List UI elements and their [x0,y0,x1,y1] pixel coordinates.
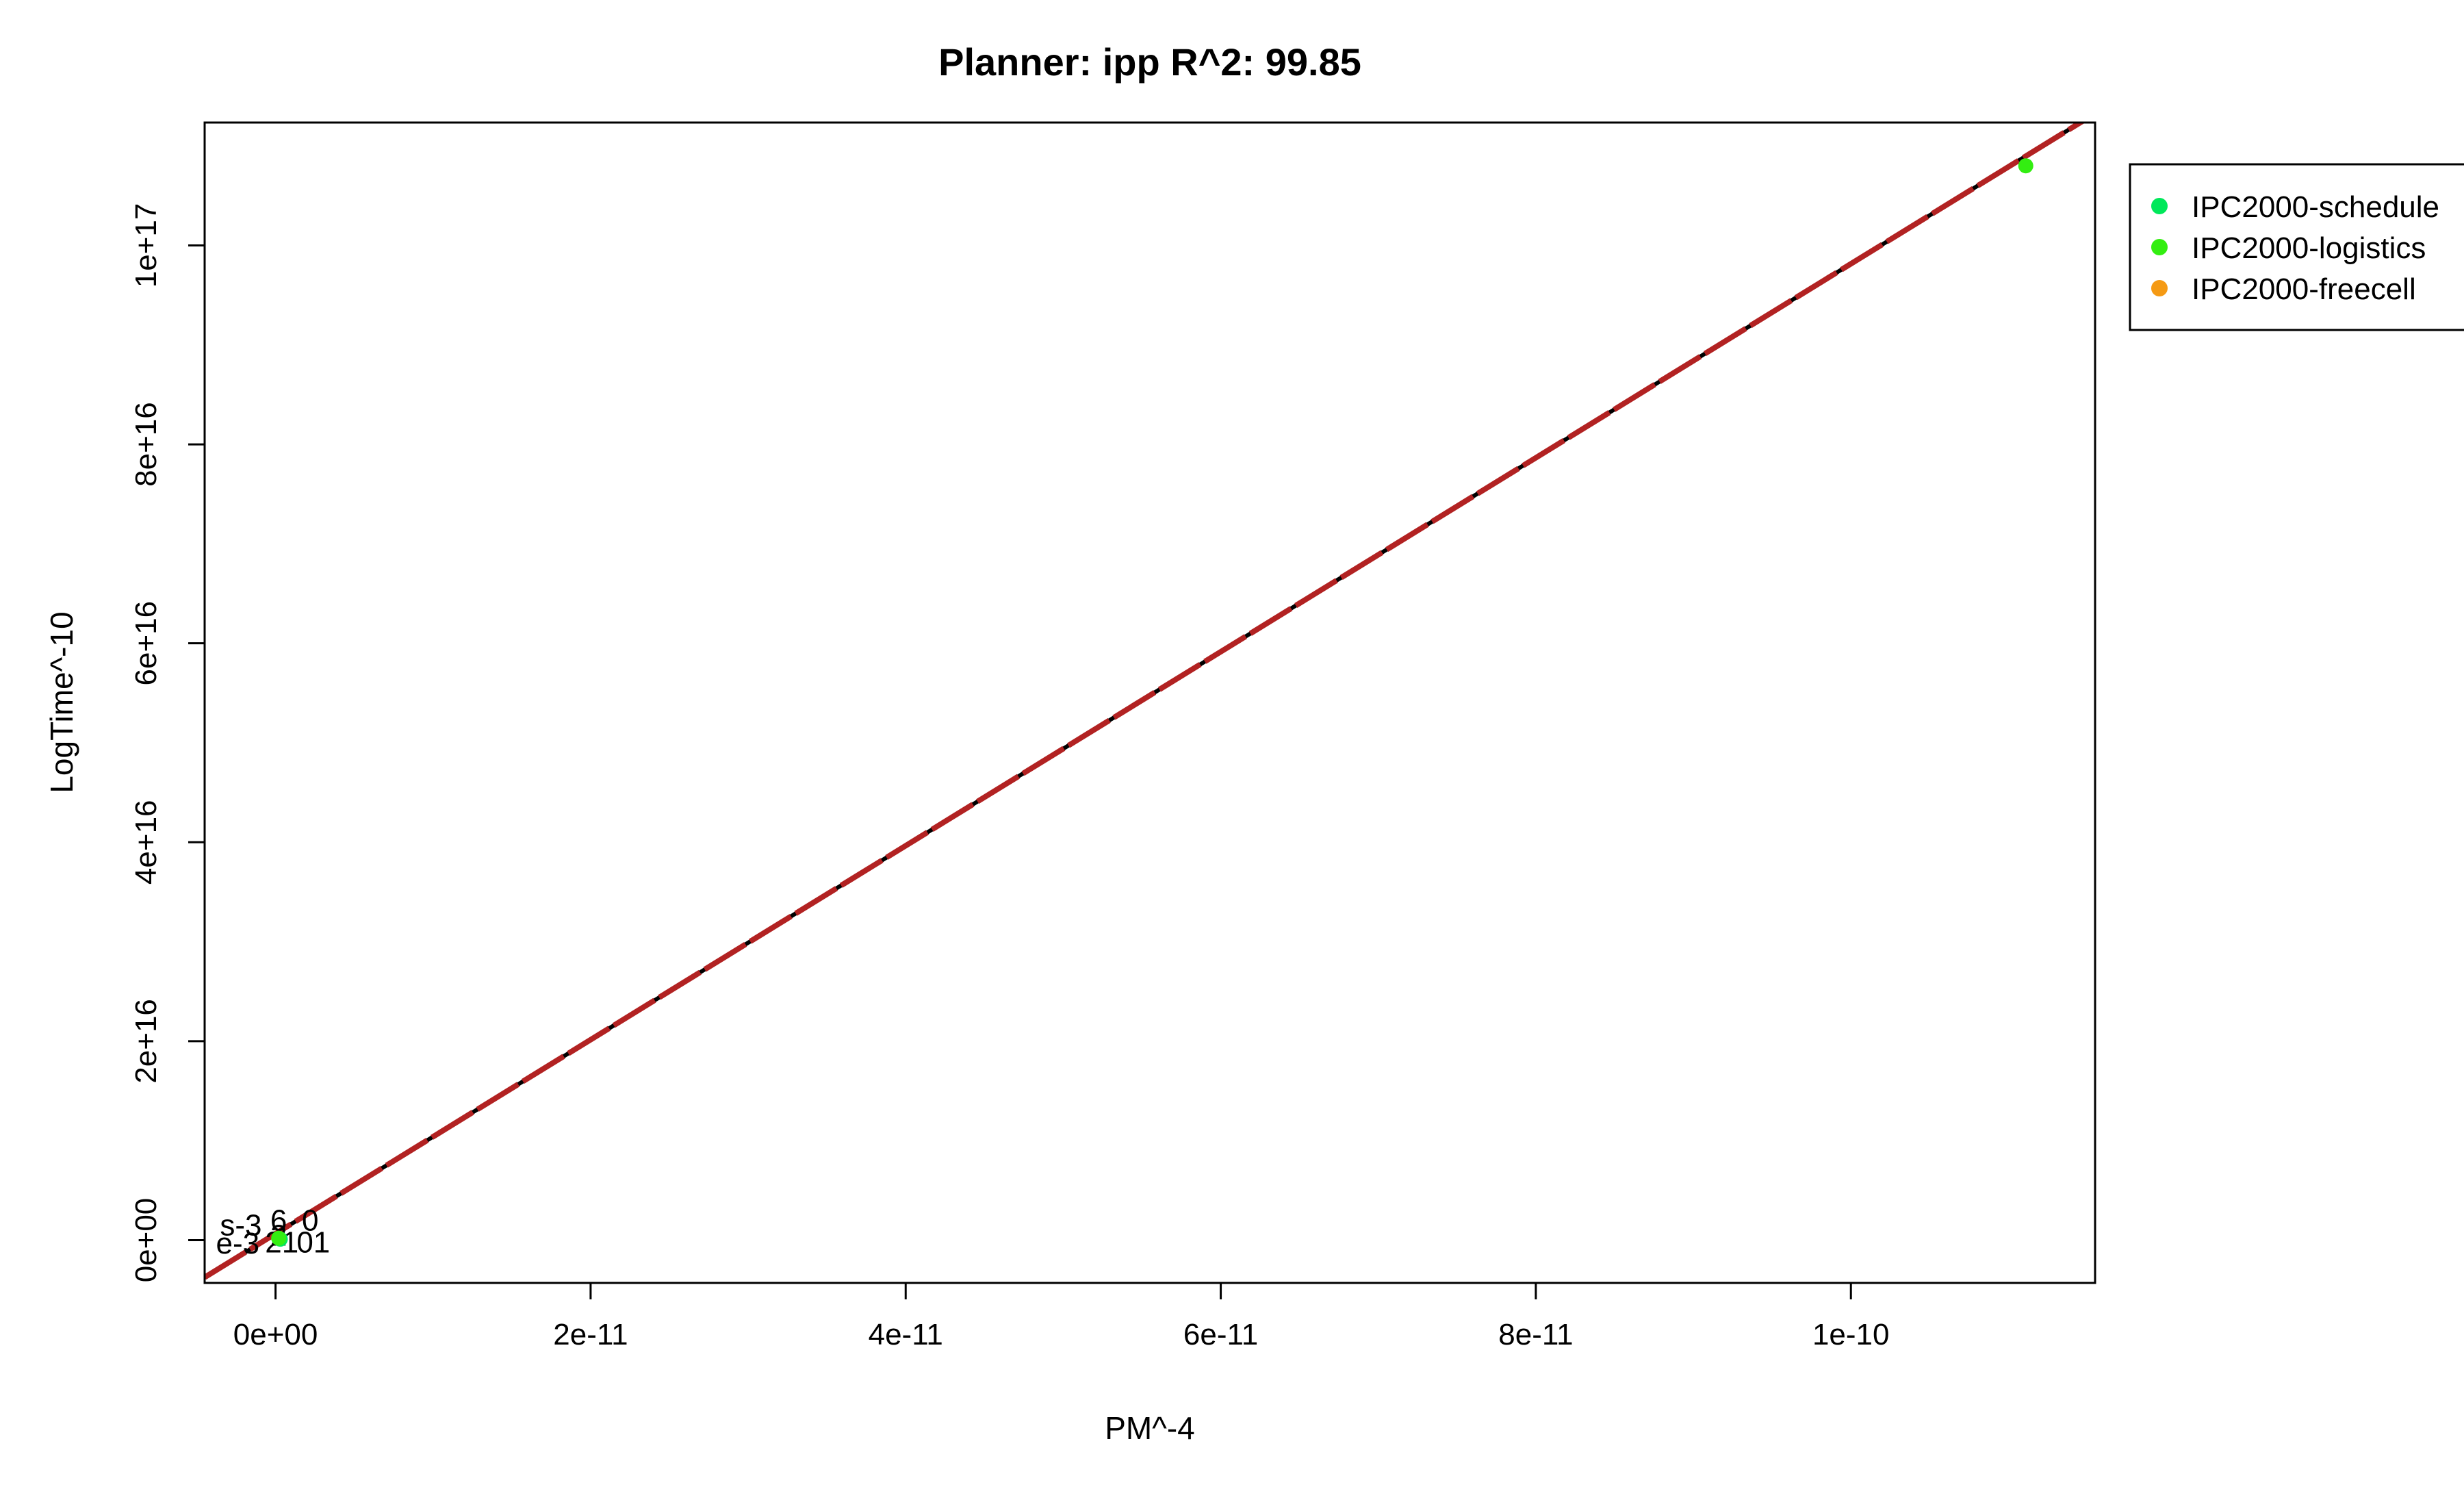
legend-marker [2151,239,2168,255]
x-tick-label: 0e+00 [233,1318,318,1351]
chart-title: Planner: ipp R^2: 99.85 [938,40,1361,84]
legend-label: IPC2000-logistics [2192,231,2426,265]
y-tick-label: 0e+00 [129,1198,163,1283]
y-axis-label: LogTime^-10 [44,611,79,793]
x-tick-label: 8e-11 [1498,1318,1573,1351]
y-tick-label: 6e+16 [129,601,163,686]
legend-box [2129,163,2464,331]
data-point [2018,158,2033,174]
legend-label: IPC2000-freecell [2192,272,2416,306]
legend: IPC2000-schedule IPC2000-logistics IPC2000… [2129,163,2464,331]
plot-area: s-3e-36200121 [205,123,2086,1280]
point-label: e-3 [216,1227,260,1260]
point-label: 0 [302,1204,318,1237]
y-axis: 0e+00 2e+16 4e+16 6e+16 8e+16 1e+17 [129,203,205,1283]
x-tick-label: 1e-10 [1812,1318,1890,1351]
point-label: s-3 [220,1209,261,1243]
regression-line-dashed [205,123,2086,1280]
x-axis-label: PM^-4 [1105,1410,1195,1446]
legend-marker [2151,280,2168,296]
y-tick-label: 8e+16 [129,402,163,487]
point-label: 01 [296,1225,330,1259]
x-tick-label: 4e-11 [869,1318,943,1351]
x-tick-label: 2e-11 [553,1318,628,1351]
x-axis: 0e+00 2e-11 4e-11 6e-11 8e-11 1e-10 [233,1282,1890,1351]
x-tick-label: 6e-11 [1183,1318,1258,1351]
y-tick-label: 2e+16 [129,999,163,1084]
legend-marker [2151,198,2168,214]
y-tick-label: 1e+17 [129,203,163,288]
y-tick-label: 4e+16 [129,800,163,885]
data-point [271,1230,287,1246]
legend-label: IPC2000-schedule [2192,190,2439,224]
plot-frame [203,121,2096,1284]
